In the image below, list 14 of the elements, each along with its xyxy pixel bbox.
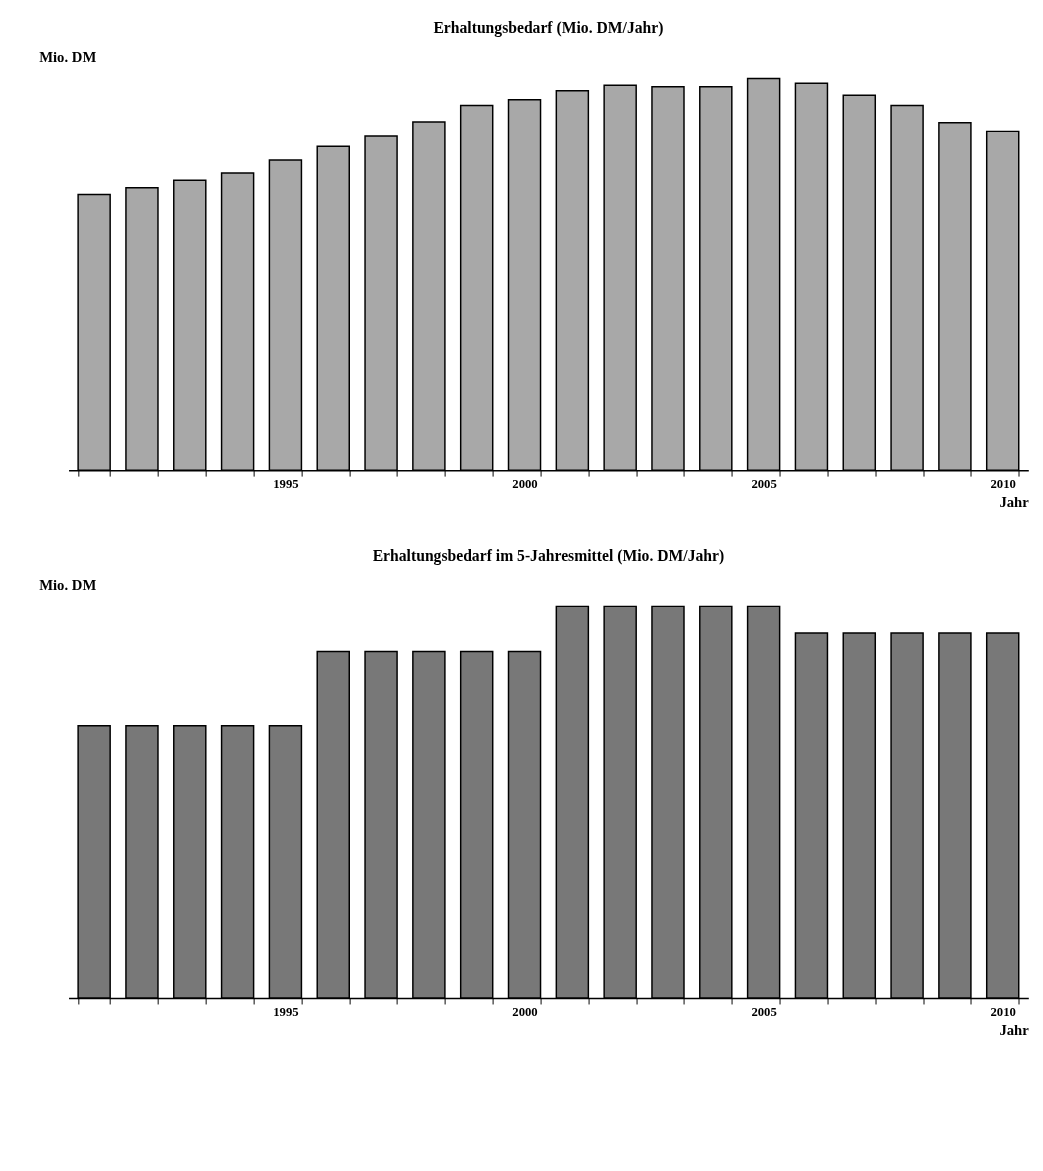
x-tick-label: 2010: [990, 1005, 1016, 1020]
y-axis-title: Mio. DM: [39, 48, 97, 65]
x-tick-label: 2000: [512, 1005, 538, 1020]
x-tick-label: 2005: [751, 477, 777, 492]
x-tick-label: 2005: [751, 1005, 777, 1020]
x-axis-title: Jahr: [999, 1021, 1030, 1038]
chart-title: Erhaltungsbedarf (Mio. DM/Jahr): [433, 19, 664, 38]
x-axis-title: Jahr: [999, 493, 1030, 510]
y-axis-title: Mio. DM: [39, 576, 97, 593]
x-tick-label: 2010: [990, 477, 1016, 492]
x-tick-label: 1995: [273, 1005, 299, 1020]
x-tick-label: 1995: [273, 477, 299, 492]
x-tick-label: 2000: [512, 477, 538, 492]
chart-title: Erhaltungsbedarf im 5-Jahresmittel (Mio. DM/Jahr): [372, 547, 725, 566]
